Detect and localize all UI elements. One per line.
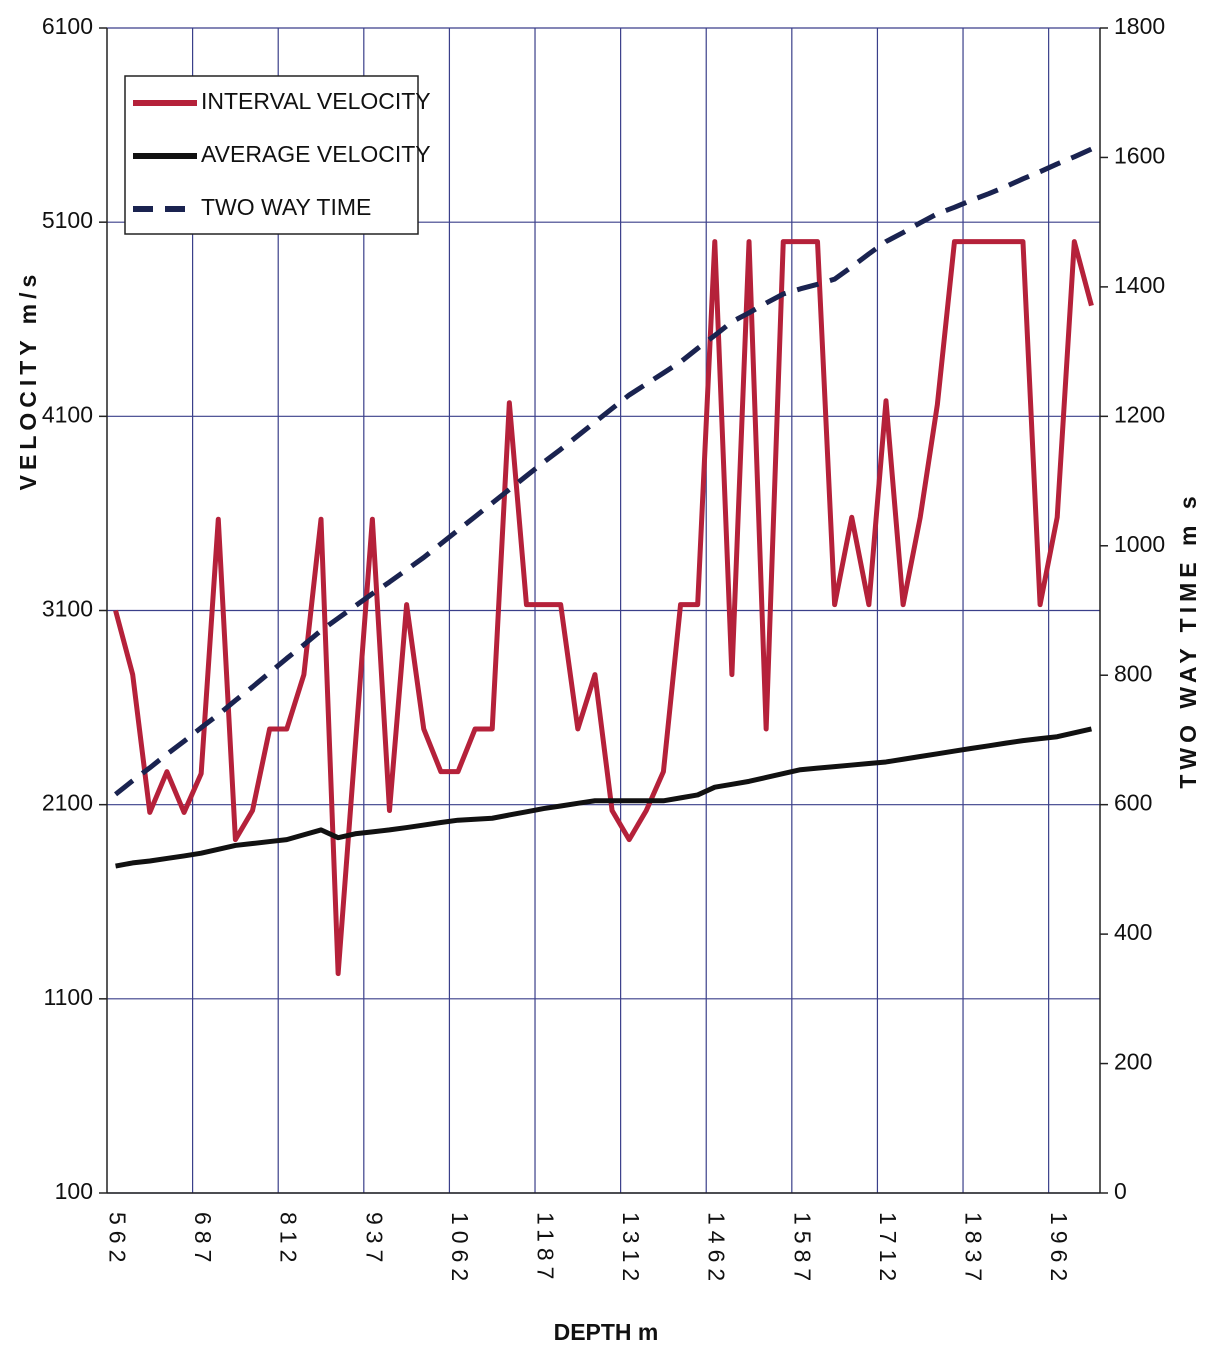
y2-tick-label: 1200	[1114, 401, 1165, 427]
legend-label: TWO WAY TIME	[201, 194, 371, 220]
x-tick-label: 1462	[704, 1212, 730, 1287]
x-tick-label: 1587	[789, 1212, 815, 1287]
x-tick-label: 1962	[1046, 1212, 1072, 1287]
y-axis-label: VELOCITY m/s	[15, 270, 41, 491]
x-tick-label: 687	[190, 1212, 216, 1268]
y2-tick-label: 800	[1114, 660, 1152, 686]
x-tick-label: 1187	[532, 1212, 558, 1285]
x-axis-label: DEPTH m	[554, 1319, 659, 1345]
legend-label: INTERVAL VELOCITY	[201, 88, 431, 114]
x-tick-label: 812	[276, 1212, 302, 1268]
y-tick-label: 5100	[42, 207, 93, 233]
y2-tick-label: 600	[1114, 790, 1152, 816]
series-line	[113, 239, 1094, 977]
y2-tick-label: 200	[1114, 1049, 1152, 1075]
x-tick-label: 562	[104, 1212, 130, 1268]
x-tick-label: 1312	[618, 1212, 644, 1287]
y-tick-label: 3100	[42, 596, 93, 622]
y-tick-label: 2100	[42, 790, 93, 816]
y-tick-label: 4100	[42, 401, 93, 427]
y2-tick-label: 400	[1114, 919, 1152, 945]
y-tick-label: 1100	[44, 984, 93, 1010]
y2-tick-label: 1000	[1114, 531, 1165, 557]
y2-axis-label: TWO WAY TIME m s	[1175, 491, 1201, 788]
legend-label: AVERAGE VELOCITY	[201, 141, 431, 167]
y2-tick-label: 1400	[1114, 272, 1165, 298]
x-tick-label: 1712	[875, 1212, 901, 1287]
series-line	[114, 146, 1093, 797]
y-tick-label: 100	[55, 1178, 93, 1204]
y-tick-label: 6100	[42, 13, 93, 39]
x-tick-label: 1837	[961, 1212, 987, 1287]
y2-tick-label: 1600	[1114, 143, 1165, 169]
y2-tick-label: 0	[1114, 1178, 1127, 1204]
series-line	[115, 726, 1092, 869]
y2-tick-label: 1800	[1114, 13, 1165, 39]
x-tick-label: 1062	[447, 1212, 473, 1287]
x-tick-label: 937	[361, 1212, 387, 1268]
